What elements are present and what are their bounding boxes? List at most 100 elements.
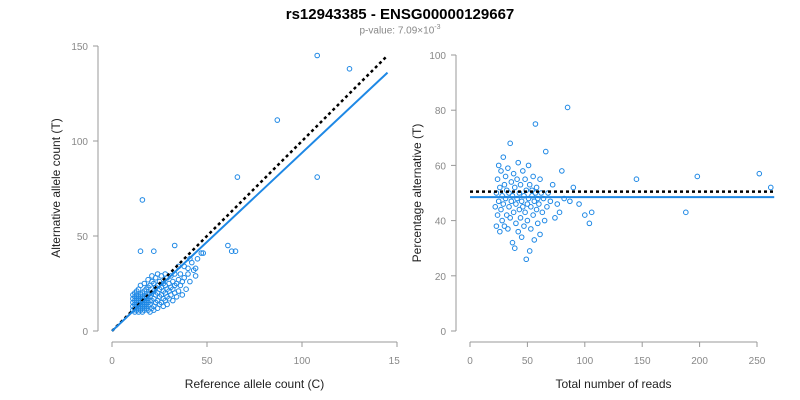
data-point [552, 215, 558, 221]
data-point [586, 220, 593, 227]
data-point [505, 226, 511, 232]
data-point [505, 165, 511, 171]
data-point [164, 301, 170, 308]
data-point [181, 275, 187, 281]
data-point [514, 176, 520, 182]
data-point [501, 181, 508, 188]
data-point [497, 184, 503, 191]
data-point [508, 179, 515, 185]
data-point [185, 265, 191, 272]
x-tick-label: 100 [294, 356, 311, 367]
data-point [175, 288, 182, 294]
data-point [524, 217, 531, 224]
data-point [183, 286, 189, 293]
data-point [511, 184, 518, 191]
data-point [234, 174, 241, 180]
data-point [498, 206, 504, 213]
x-tick-label: 0 [467, 356, 473, 367]
data-point [520, 204, 526, 210]
p-value-label: p-value: 7.09×10-3 [0, 24, 800, 36]
data-point [539, 209, 546, 216]
data-point [141, 280, 148, 287]
data-point [559, 168, 565, 174]
data-point [225, 242, 231, 249]
data-point [567, 198, 573, 205]
y-tick-label: 100 [429, 51, 446, 62]
data-point [517, 181, 524, 188]
data-point [756, 170, 763, 177]
p-value-text: p-value: 7.09×10 [359, 25, 435, 37]
data-point [516, 206, 523, 213]
data-point [542, 148, 549, 155]
data-point [556, 209, 563, 216]
x-tick-label: 150 [389, 356, 400, 367]
data-point [507, 215, 513, 221]
data-point [495, 198, 502, 205]
data-point [767, 184, 774, 191]
data-point [520, 168, 526, 174]
data-point [526, 181, 533, 188]
p-value-exponent: -3 [434, 24, 441, 31]
x-tick-label: 100 [576, 356, 593, 367]
data-point [506, 190, 512, 196]
allele-count-scatter-plot: 0 50 100 150 0 50 100 150 Reference allele count… [49, 42, 400, 391]
data-point [510, 170, 517, 177]
data-point [533, 206, 540, 213]
data-point [518, 198, 525, 205]
data-point [532, 190, 539, 196]
data-point [517, 215, 524, 221]
y-tick-label: 100 [71, 137, 88, 148]
data-point [495, 162, 502, 169]
data-point [200, 250, 206, 256]
data-point [694, 173, 701, 180]
data-point [139, 197, 146, 203]
y-axis-label: Alternative allele count (T) [49, 118, 63, 257]
y-tick-label: 0 [82, 327, 88, 338]
data-point [171, 242, 178, 249]
data-point [499, 217, 505, 224]
data-point [536, 201, 542, 207]
data-point [518, 234, 525, 240]
data-point [528, 226, 534, 232]
data-point [513, 220, 519, 227]
data-point [492, 204, 499, 210]
data-point [228, 248, 235, 254]
data-point [570, 184, 577, 191]
data-point [515, 159, 522, 166]
data-point [506, 204, 512, 210]
x-tick-label: 250 [749, 356, 766, 367]
data-point [198, 250, 205, 256]
data-point [177, 271, 184, 277]
x-axis-label: Reference allele count (C) [185, 377, 324, 391]
data-point [515, 228, 522, 235]
data-point [500, 201, 507, 207]
data-point [523, 256, 530, 263]
x-axis-label: Total number of reads [555, 377, 671, 391]
chart-title: rs12943385 - ENSG00000129667 [285, 6, 515, 23]
x-tick-label: 200 [691, 356, 708, 367]
data-point [576, 201, 582, 207]
data-point [533, 184, 540, 191]
data-point [494, 212, 501, 218]
data-point [314, 52, 321, 59]
y-tick-label: 50 [77, 232, 89, 243]
data-point [547, 198, 554, 205]
fit-line [111, 71, 389, 332]
data-point [179, 292, 186, 298]
data-point [513, 201, 519, 207]
data-point [538, 190, 544, 196]
x-tick-label: 150 [634, 356, 651, 367]
data-point [500, 154, 507, 160]
data-point [137, 248, 144, 254]
data-point [524, 201, 531, 207]
data-point [192, 265, 199, 272]
y-tick-label: 0 [440, 327, 446, 338]
data-point [521, 223, 527, 229]
data-point [537, 176, 543, 182]
data-point [549, 181, 556, 188]
data-point [531, 237, 538, 243]
data-point [494, 176, 501, 182]
x-tick-label: 50 [201, 356, 213, 367]
data-point [508, 198, 515, 205]
data-point [507, 140, 513, 147]
